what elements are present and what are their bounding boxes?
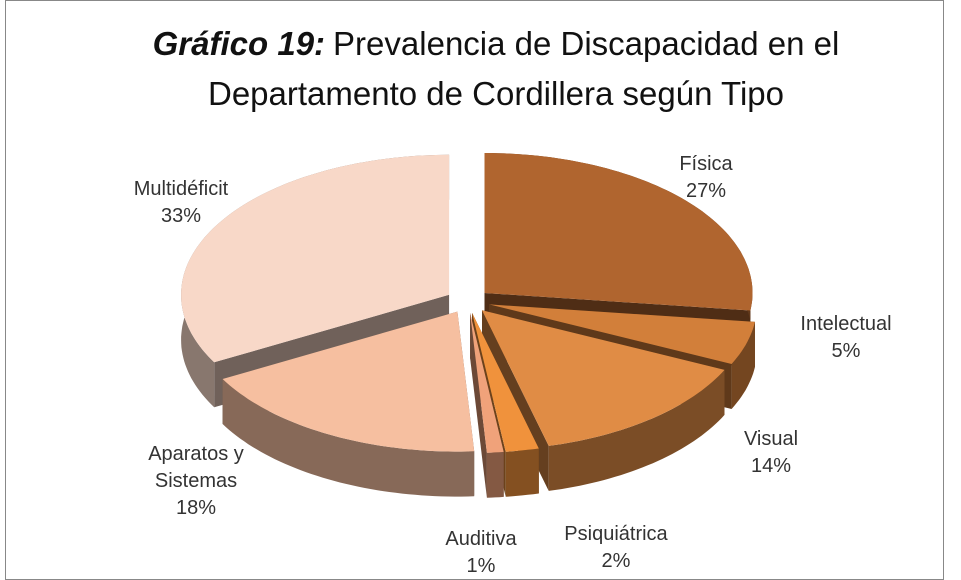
category-label: Física [679,153,733,175]
slice-wall [470,313,487,498]
slice-side [548,369,725,491]
title-text: Prevalencia de Discapacidad en el Depart… [207,25,840,112]
slice [482,310,725,446]
slice [181,154,450,363]
data-label: Física 27% [636,151,776,205]
data-label: Intelectual 5% [776,311,916,365]
slice [222,311,475,452]
slice [472,312,539,452]
chart-title: Gráfico 19: Prevalencia de Discapacidad e… [116,19,876,119]
data-label: Multidéficit 33% [111,176,251,230]
value-label: 18% [175,497,217,519]
slice [470,313,504,453]
slice-side [731,321,755,409]
value-label: 14% [750,455,792,477]
value-label: 33% [160,205,202,227]
value-label: 5% [831,340,861,362]
value-label: 27% [685,180,727,202]
data-label: Visual 14% [701,426,841,480]
slice-side [505,448,539,497]
data-label: Auditiva 1% [411,526,551,580]
title-label: Gráfico 19: [152,25,326,62]
chart-frame: Gráfico 19: Prevalencia de Discapacidad e… [5,0,944,580]
slice-side [486,451,504,498]
category-label: Multidéficit [133,178,229,200]
slice [484,153,753,311]
category-label: Visual [743,428,799,450]
category-label: Intelectual [800,313,892,335]
slice [489,304,755,364]
data-label: Aparatos y Sistemas 18% [141,441,251,522]
value-label: 2% [601,550,631,572]
category-label: Psiquiátrica [564,523,668,545]
pie-area [181,153,755,498]
category-label: Auditiva [445,528,517,550]
category-label: Aparatos y Sistemas [148,443,244,492]
slice-side [222,379,475,497]
data-label: Psiquiátrica 2% [546,521,686,575]
value-label: 1% [466,555,496,577]
